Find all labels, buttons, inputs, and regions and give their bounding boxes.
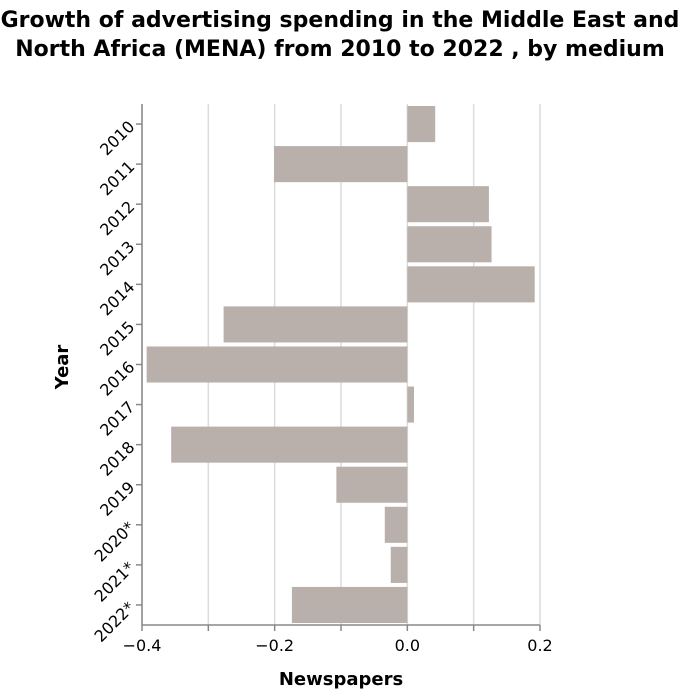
bar-2013 — [407, 226, 492, 263]
bar-2012 — [407, 186, 489, 223]
x-axis-label: Newspapers — [279, 669, 403, 690]
bar-2011 — [274, 146, 408, 183]
y-tick-label: 2015 — [96, 317, 138, 359]
y-tick-label: 2014 — [96, 277, 138, 319]
bar-2018 — [171, 426, 408, 463]
y-tick-label: 2010 — [96, 117, 138, 159]
y-tick-label: 2020* — [90, 518, 138, 566]
bar-2010 — [407, 106, 436, 143]
y-tick-label: 2013 — [96, 237, 138, 279]
bar-2019 — [336, 466, 408, 503]
y-tick-label: 2011 — [96, 157, 138, 199]
y-tick-label: 2017 — [96, 398, 138, 440]
y-tick-label: 2012 — [96, 197, 138, 239]
x-tick-label: −0.4 — [123, 636, 162, 655]
y-tick-label: 2018 — [96, 438, 138, 480]
chart-title: Growth of advertising spending in the Mi… — [0, 8, 680, 62]
bar-2022* — [291, 586, 408, 623]
bar-2021* — [390, 546, 408, 583]
x-tick-label: −0.2 — [255, 636, 294, 655]
y-tick-label: 2019 — [96, 478, 138, 520]
y-tick-label: 2021* — [90, 558, 138, 606]
y-axis-label: Year — [52, 345, 73, 391]
x-tick-label: 0.0 — [395, 636, 420, 655]
x-tick-label: 0.2 — [527, 636, 552, 655]
bar-2016 — [146, 346, 408, 383]
bar-2014 — [407, 266, 535, 303]
bar-2020* — [384, 506, 408, 543]
y-tick-label: 2016 — [96, 357, 138, 399]
bar-2015 — [223, 306, 408, 343]
bar-2017 — [407, 386, 414, 423]
